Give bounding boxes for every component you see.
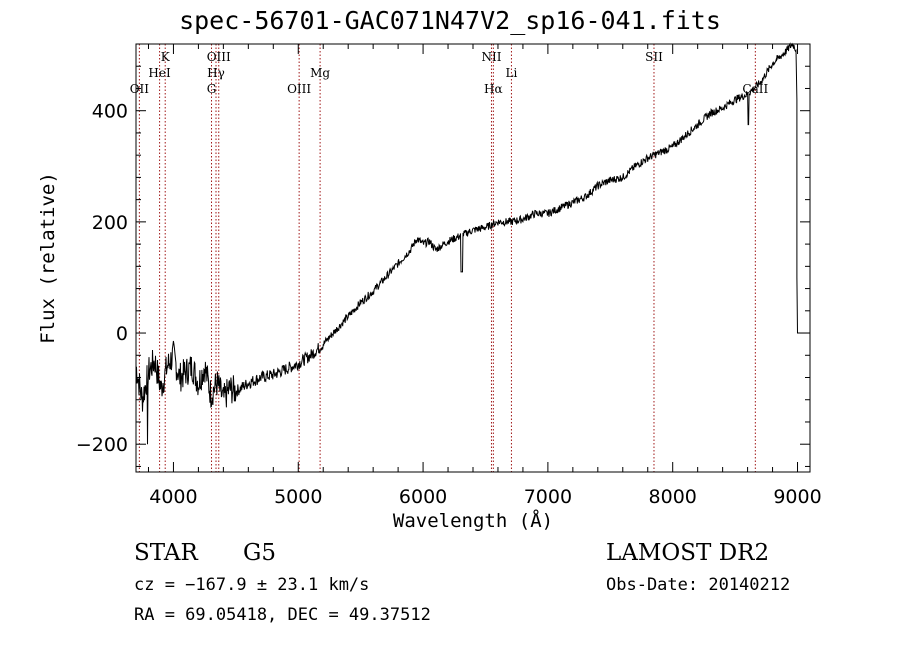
line-marker-label: G (207, 82, 217, 96)
line-marker-label: OII (130, 82, 150, 96)
chart-title: spec-56701-GAC071N47V2_sp16-041.fits (179, 6, 721, 35)
line-marker-label: Mg (310, 66, 330, 80)
line-marker-label: K (161, 50, 171, 64)
plot-frame (135, 43, 811, 473)
x-axis-label: Wavelength (Å) (392, 510, 554, 532)
x-tick-label: 6000 (399, 486, 447, 508)
line-marker-label: HeI (148, 66, 171, 80)
line-marker-label: SII (645, 50, 663, 64)
spectrum-series (135, 42, 810, 445)
survey-name: LAMOST DR2 (606, 540, 770, 566)
object-subclass: G5 (243, 540, 277, 566)
line-marker-label: NII (481, 50, 501, 64)
line-marker-label: Hγ (207, 66, 225, 80)
line-marker-label: Hα (484, 82, 503, 96)
x-tick-label: 4000 (149, 486, 197, 508)
axes (135, 43, 811, 473)
object-class: STAR (134, 540, 198, 566)
y-tick-label: 200 (92, 212, 128, 234)
y-axis-label: Flux (relative) (37, 172, 59, 344)
x-tick-label: 9000 (773, 486, 821, 508)
redshift-text: cz = −167.9 ± 23.1 km/s (134, 575, 370, 595)
y-tick-label: −200 (76, 434, 128, 456)
spectrum-line (135, 42, 810, 445)
obs-date: Obs-Date: 20140212 (606, 575, 791, 595)
line-marker-label: CaII (742, 82, 768, 96)
x-tick-label: 5000 (274, 486, 322, 508)
y-tick-label: 0 (116, 323, 128, 345)
y-tick-label: 400 (92, 101, 128, 123)
coordinates: RA = 69.05418, DEC = 49.37512 (134, 605, 431, 625)
x-tick-label: 8000 (649, 486, 697, 508)
x-tick-label: 7000 (524, 486, 572, 508)
line-marker-label: Li (506, 66, 518, 80)
ticks: 4000 5000 6000 7000 8000 9000 −200 0 200 400 (76, 43, 822, 508)
line-marker-label: OIII (207, 50, 231, 64)
line-marker-label: OIII (287, 82, 311, 96)
